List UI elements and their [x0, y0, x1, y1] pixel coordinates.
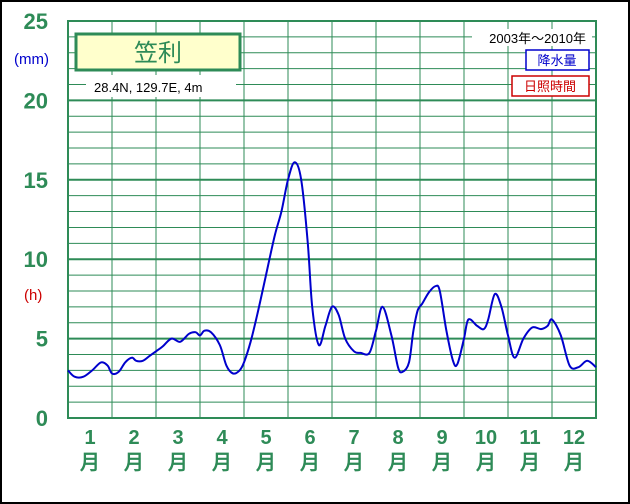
- month-kanji-label: 月: [123, 450, 144, 474]
- right-unit-label: (h): [24, 287, 42, 304]
- legend-rain-box: [525, 49, 590, 71]
- legend-sunshine-box: [511, 75, 590, 97]
- month-number-label: 8: [392, 427, 403, 449]
- legend-sunshine-label: 日照時間: [524, 80, 576, 95]
- station-coords: 28.4N, 129.7E, 4m: [94, 80, 202, 95]
- month-kanji-label: 月: [299, 450, 320, 474]
- y-ticks: 25 20 15 10 5 0: [24, 9, 48, 431]
- month-number-label: 10: [475, 427, 497, 449]
- month-kanji-label: 月: [167, 450, 188, 474]
- month-kanji-label: 月: [431, 450, 452, 474]
- month-number-label: 12: [563, 427, 585, 449]
- y-tick-label: 0: [36, 406, 48, 431]
- series-line-rain: [67, 161, 597, 379]
- legend: 降水量 日照時間: [511, 49, 590, 97]
- coords-background: [86, 75, 236, 97]
- month-kanji-label: 月: [475, 450, 496, 474]
- period-label: 2003年〜2010年: [489, 31, 586, 46]
- month-number-label: 1: [84, 427, 95, 449]
- y-tick-label: 20: [24, 88, 48, 113]
- month-kanji-label: 月: [343, 450, 364, 474]
- station-name-box: [74, 32, 242, 72]
- month-number-label: 9: [436, 427, 447, 449]
- period-background: [472, 29, 592, 46]
- y-tick-label: 10: [24, 247, 48, 272]
- month-kanji-label: 月: [387, 450, 408, 474]
- month-number-label: 2: [128, 427, 139, 449]
- plot-area-border: [67, 20, 597, 419]
- month-number-label: 11: [519, 427, 540, 449]
- month-kanji-label: 月: [79, 450, 100, 474]
- station-name: 笠利: [134, 39, 182, 67]
- month-kanji-label: 月: [563, 450, 584, 474]
- y-tick-label: 5: [36, 327, 48, 352]
- month-number-label: 5: [260, 427, 271, 449]
- series: [67, 161, 597, 379]
- month-kanji-label: 月: [519, 450, 540, 474]
- legend-rain-label: 降水量: [537, 54, 576, 69]
- station-box: 笠利: [74, 32, 242, 72]
- y-tick-label: 15: [24, 168, 48, 193]
- month-kanji-label: 月: [255, 450, 276, 474]
- month-kanji-label: 月: [211, 450, 232, 474]
- month-number-label: 6: [304, 427, 315, 449]
- month-number-label: 3: [172, 427, 183, 449]
- month-number-label: 4: [216, 427, 228, 449]
- y-tick-label: 25: [24, 9, 48, 34]
- month-number-label: 7: [348, 427, 359, 449]
- left-unit-label: (mm): [14, 51, 49, 68]
